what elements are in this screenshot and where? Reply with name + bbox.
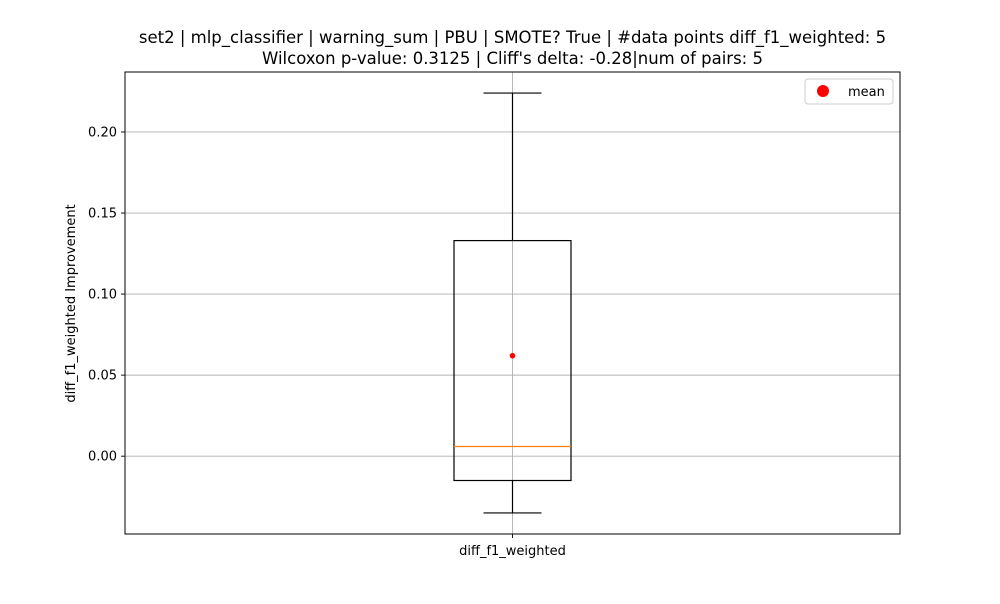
y-tick-label: 0.10	[88, 288, 117, 303]
x-tick-label: diff_f1_weighted	[459, 544, 566, 559]
axes: 0.00 0.05 0.10 0.15 0.20 diff_f1_weighted	[88, 71, 901, 559]
y-tick-label: 0.00	[88, 450, 117, 465]
legend-mean-marker	[817, 85, 829, 97]
legend-mean-label: mean	[848, 85, 885, 100]
chart-title-line-2: Wilcoxon p-value: 0.3125 | Cliff's delta…	[262, 49, 763, 68]
y-tick-label: 0.15	[88, 207, 117, 222]
interquartile-box	[453, 239, 572, 482]
chart-title-line-1: set2 | mlp_classifier | warning_sum | PB…	[139, 28, 886, 48]
legend-frame	[804, 78, 894, 105]
y-tick-label: 0.05	[88, 369, 117, 384]
plot-frame	[124, 71, 901, 535]
legend: mean	[804, 78, 894, 105]
y-axis-label: diff_f1_weighted Improvement	[64, 204, 79, 402]
box-plot-elements	[453, 92, 572, 514]
mean-marker	[509, 352, 516, 359]
y-tick-label: 0.20	[88, 125, 117, 140]
